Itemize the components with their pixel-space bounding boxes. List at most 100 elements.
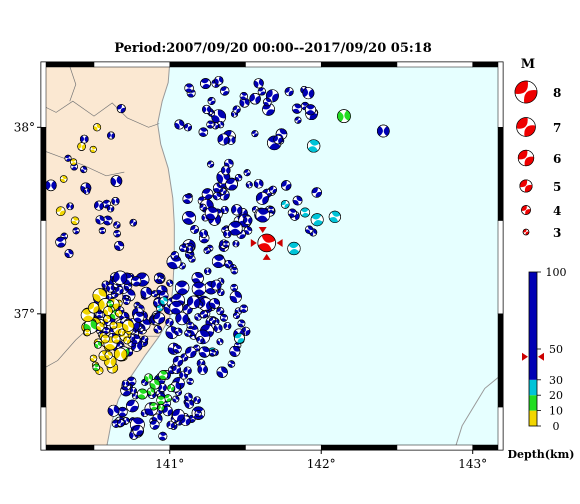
focal-mechanism (184, 329, 192, 337)
focal-mechanism (165, 318, 174, 327)
focal-mechanism (263, 97, 272, 107)
focal-mechanism (95, 310, 104, 319)
focal-mechanism (219, 187, 227, 195)
depth-band (529, 379, 537, 396)
focal-mechanism (212, 191, 222, 201)
focal-mechanism (93, 123, 102, 132)
focal-mechanism (100, 334, 110, 344)
focal-mechanism (113, 229, 121, 238)
focal-mechanism (245, 181, 253, 189)
focal-mechanism (175, 280, 190, 295)
focal-mechanism (251, 130, 259, 138)
focal-mechanism (300, 207, 311, 218)
longitude-tick-label: 143° (458, 457, 487, 471)
depth-tick-label: 50 (549, 343, 563, 356)
prefecture-border (41, 100, 160, 128)
focal-mechanism (186, 377, 194, 385)
focal-mechanism (149, 419, 160, 430)
focal-mechanism (207, 160, 215, 168)
focal-mechanism (194, 313, 202, 321)
focal-mechanism (217, 133, 230, 146)
depth-tick-label: 100 (546, 266, 567, 279)
focal-mechanism (116, 104, 126, 114)
focal-mechanism (216, 307, 225, 316)
focal-mechanism (45, 179, 57, 192)
focal-mechanism (225, 178, 238, 191)
focal-mechanism (153, 312, 166, 324)
depth-band (529, 410, 537, 426)
focal-mechanism (129, 218, 138, 227)
focal-mechanism (83, 328, 91, 337)
depth-tick-label: 30 (549, 374, 563, 387)
focal-mechanism (239, 92, 248, 101)
focal-mechanism (257, 87, 266, 96)
magnitude-legend: M 8 7 6 5 4 3 (514, 57, 561, 240)
focal-mechanism (113, 347, 128, 361)
focal-mechanism (243, 169, 251, 177)
focal-mechanism (117, 419, 125, 427)
focal-mechanism (292, 195, 303, 206)
main-event-marker (262, 253, 271, 260)
focal-mechanism (79, 134, 89, 144)
focal-mechanism (199, 203, 207, 211)
longitude-tick-label: 141° (155, 457, 184, 471)
focal-mechanism (237, 319, 246, 328)
focal-mechanism (141, 335, 149, 343)
focal-mechanism (98, 227, 106, 235)
focal-mechanism (172, 408, 185, 422)
focal-mechanism (233, 312, 241, 320)
focal-mechanism (89, 354, 98, 363)
depth-scale-label: Depth(km) (508, 448, 575, 461)
frame-band-bottom (396, 444, 473, 451)
focal-mechanism (304, 104, 317, 116)
depth-band (529, 272, 537, 380)
focal-mechanism (111, 196, 120, 206)
prefecture-borders (41, 62, 160, 371)
focal-mechanism (123, 336, 131, 345)
focal-mechanism (376, 124, 390, 138)
focal-mechanism (102, 215, 113, 226)
focal-mechanism (174, 119, 185, 130)
focal-mechanism (249, 93, 261, 105)
magnitude-legend-value: 7 (553, 121, 561, 135)
focal-mechanism (183, 123, 192, 132)
focal-mechanism (202, 104, 212, 114)
magnitude-legend-value: 5 (553, 180, 561, 194)
frame-band-top (320, 61, 398, 68)
depth-marker-right (538, 352, 544, 361)
frame-band-right (497, 313, 504, 408)
magnitude-legend-value: 3 (553, 226, 561, 240)
focal-mechanism (157, 275, 165, 283)
focal-mechanism (239, 97, 250, 108)
focal-mechanism (206, 120, 215, 129)
focal-mechanism (149, 378, 161, 390)
focal-mechanism (182, 210, 196, 225)
magnitude-legend-symbol (522, 228, 530, 236)
focal-mechanism (159, 296, 169, 306)
frame-band-bottom (320, 444, 398, 451)
map-area (41, 62, 503, 450)
focal-mechanism (201, 188, 214, 200)
focal-mechanism (186, 245, 194, 253)
focal-mechanism (94, 341, 102, 349)
focal-mechanism (106, 283, 115, 293)
focal-mechanism (64, 154, 72, 162)
focal-mechanism (220, 165, 231, 176)
focal-mechanism (220, 314, 228, 322)
focal-mechanism (88, 302, 100, 314)
frame-band-top (245, 61, 322, 68)
focal-mechanism (174, 327, 183, 336)
frame-band-top (169, 61, 246, 68)
focal-mechanism (287, 208, 297, 218)
longitude-axis: 141° 142° 143° (155, 450, 487, 471)
focal-mechanism (227, 360, 236, 368)
focal-mechanism (204, 267, 212, 275)
focal-mechanism (69, 158, 78, 166)
focal-mechanism (102, 326, 110, 335)
focal-mechanism (213, 323, 223, 333)
frame-band-right (497, 406, 504, 451)
focal-mechanism (294, 116, 302, 124)
focal-mechanism (107, 404, 120, 417)
